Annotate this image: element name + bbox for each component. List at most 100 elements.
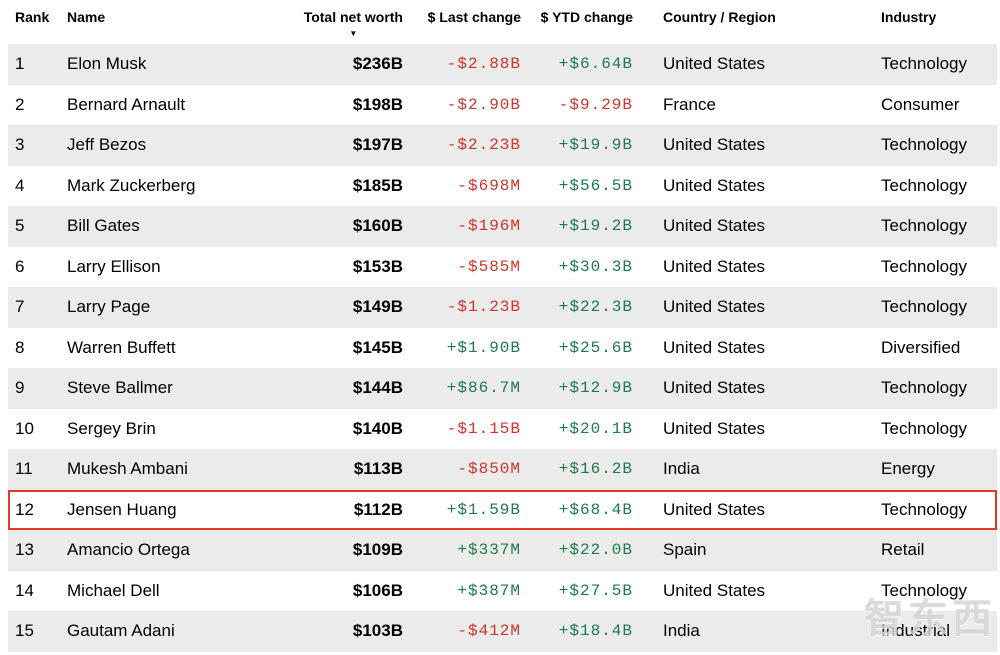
rank-cell: 8 (15, 337, 25, 357)
ytd-change-cell: +$6.64B (558, 55, 633, 74)
net-worth-cell: $140B (352, 418, 403, 438)
industry-cell: Technology (881, 499, 968, 519)
ytd-change-cell: +$19.9B (558, 136, 633, 155)
industry-cell: Technology (881, 256, 968, 276)
table-row: 7 Larry Page $149B -$1.23B +$22.3B Unite… (8, 287, 997, 328)
rank-cell: 9 (15, 378, 25, 398)
industry-cell: Energy (881, 459, 935, 479)
rank-cell: 7 (15, 297, 25, 317)
industry-cell: Technology (881, 418, 968, 438)
name-cell: Michael Dell (67, 580, 160, 600)
last-change-cell: -$412M (457, 622, 521, 641)
ytd-change-cell: +$16.2B (558, 460, 633, 479)
name-cell: Elon Musk (67, 54, 147, 74)
rank-cell: 5 (15, 216, 25, 236)
net-worth-cell: $145B (352, 337, 403, 357)
col-header-name[interactable]: Name (67, 9, 106, 25)
table-row: 2 Bernard Arnault $198B -$2.90B -$9.29B … (8, 85, 997, 126)
ytd-change-cell: +$19.2B (558, 217, 633, 236)
net-worth-cell: $153B (352, 256, 403, 276)
country-cell: United States (663, 418, 766, 438)
country-cell: India (663, 621, 700, 641)
industry-cell: Technology (881, 297, 968, 317)
industry-cell: Diversified (881, 337, 961, 357)
rank-cell: 10 (15, 418, 34, 438)
industry-cell: Technology (881, 378, 968, 398)
last-change-cell: -$1.23B (446, 298, 521, 317)
country-cell: United States (663, 499, 766, 519)
col-header-industry[interactable]: Industry (881, 9, 937, 25)
ytd-change-cell: +$68.4B (558, 500, 633, 519)
rank-cell: 2 (15, 94, 25, 114)
ytd-change-cell: +$12.9B (558, 379, 633, 398)
ytd-change-cell: +$18.4B (558, 622, 633, 641)
last-change-cell: -$2.90B (446, 95, 521, 114)
country-cell: United States (663, 216, 766, 236)
country-cell: United States (663, 175, 766, 195)
table-row: 5 Bill Gates $160B -$196M +$19.2B United… (8, 206, 997, 247)
country-cell: United States (663, 580, 766, 600)
ytd-change-cell: +$22.0B (558, 541, 633, 560)
country-cell: United States (663, 135, 766, 155)
ytd-change-cell: +$22.3B (558, 298, 633, 317)
table-row: 4 Mark Zuckerberg $185B -$698M +$56.5B U… (8, 166, 997, 207)
ytd-change-cell: +$30.3B (558, 257, 633, 276)
table-body: 1 Elon Musk $236B -$2.88B +$6.64B United… (8, 44, 997, 652)
last-change-cell: -$196M (457, 217, 521, 236)
name-cell: Warren Buffett (67, 337, 176, 357)
net-worth-cell: $149B (352, 297, 403, 317)
last-change-cell: +$387M (457, 581, 521, 600)
rank-cell: 15 (15, 621, 34, 641)
name-cell: Jensen Huang (67, 499, 177, 519)
net-worth-cell: $236B (352, 54, 403, 74)
name-cell: Bill Gates (67, 216, 140, 236)
rank-cell: 6 (15, 256, 25, 276)
name-cell: Larry Ellison (67, 256, 161, 276)
last-change-cell: -$2.23B (446, 136, 521, 155)
col-header-ytd-change[interactable]: $ YTD change (540, 9, 633, 25)
ytd-change-cell: +$56.5B (558, 176, 633, 195)
net-worth-cell: $185B (352, 175, 403, 195)
ytd-change-cell: +$25.6B (558, 338, 633, 357)
industry-cell: Consumer (881, 94, 960, 114)
country-cell: India (663, 459, 700, 479)
table-row: 13 Amancio Ortega $109B +$337M +$22.0B S… (8, 530, 997, 571)
industry-cell: Technology (881, 175, 968, 195)
last-change-cell: +$1.59B (446, 500, 521, 519)
last-change-cell: +$1.90B (446, 338, 521, 357)
table-row: 3 Jeff Bezos $197B -$2.23B +$19.9B Unite… (8, 125, 997, 166)
industry-cell: Retail (881, 540, 925, 560)
net-worth-cell: $113B (353, 459, 403, 479)
net-worth-cell: $160B (352, 216, 403, 236)
last-change-cell: -$850M (457, 460, 521, 479)
last-change-cell: -$585M (457, 257, 521, 276)
net-worth-cell: $112B (353, 499, 403, 519)
table-row: 15 Gautam Adani $103B -$412M +$18.4B Ind… (8, 611, 997, 652)
rank-cell: 12 (15, 499, 34, 519)
net-worth-cell: $198B (352, 94, 403, 114)
rank-cell: 13 (15, 540, 34, 560)
country-cell: Spain (663, 540, 707, 560)
name-cell: Amancio Ortega (67, 540, 190, 560)
ytd-change-cell: -$9.29B (558, 95, 633, 114)
col-header-country[interactable]: Country / Region (663, 9, 776, 25)
col-header-net-worth[interactable]: Total net worth ▼ (303, 9, 403, 39)
name-cell: Mukesh Ambani (67, 459, 188, 479)
industry-cell: Technology (881, 135, 968, 155)
col-header-last-change[interactable]: $ Last change (427, 9, 521, 25)
industry-cell: Technology (881, 216, 968, 236)
industry-cell: Industrial (881, 621, 950, 641)
name-cell: Mark Zuckerberg (67, 175, 196, 195)
net-worth-cell: $103B (352, 621, 403, 641)
table-row: 8 Warren Buffett $145B +$1.90B +$25.6B U… (8, 328, 997, 369)
sort-desc-icon: ▼ (349, 29, 358, 38)
net-worth-cell: $144B (352, 378, 403, 398)
net-worth-cell: $109B (352, 540, 403, 560)
billionaires-table: Rank Name Total net worth ▼ $ Last chang… (8, 0, 997, 652)
name-cell: Sergey Brin (67, 418, 156, 438)
industry-cell: Technology (881, 54, 968, 74)
col-header-net-worth-label: Total net worth (303, 9, 403, 25)
col-header-rank[interactable]: Rank (15, 9, 50, 25)
last-change-cell: +$86.7M (446, 379, 521, 398)
rank-cell: 1 (15, 54, 25, 74)
